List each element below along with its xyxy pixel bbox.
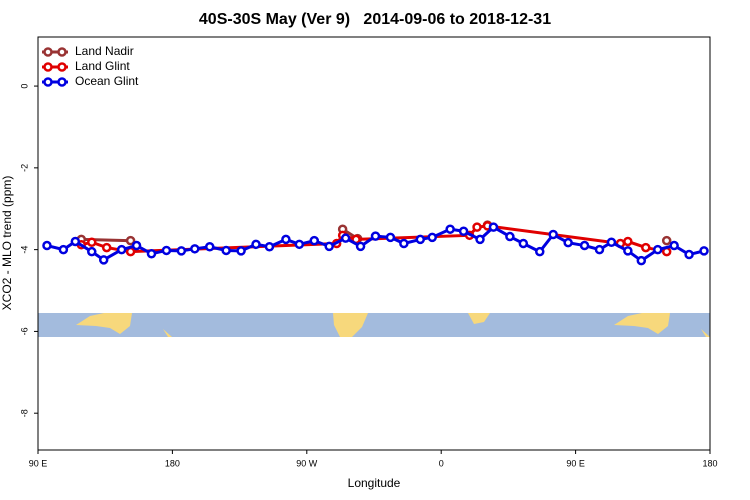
land — [614, 313, 670, 334]
data-point — [324, 241, 334, 252]
data-point — [427, 232, 437, 243]
data-point — [535, 246, 545, 257]
x-tick-label: 180 — [165, 458, 180, 468]
y-tick-label: -6 — [19, 327, 29, 335]
data-point — [190, 244, 200, 254]
data-point — [87, 246, 97, 257]
y-tick-label: -4 — [19, 246, 29, 254]
legend-marker — [57, 77, 67, 87]
legend-marker — [57, 62, 67, 72]
data-point — [98, 255, 109, 265]
plot-frame — [37, 36, 711, 451]
data-point — [636, 255, 647, 266]
data-point — [475, 234, 485, 245]
ocean-band — [38, 313, 710, 337]
data-point — [684, 249, 694, 260]
legend-marker — [43, 47, 53, 57]
data-point — [146, 248, 157, 259]
data-point — [101, 242, 112, 253]
y-tick-label: 0 — [19, 84, 29, 89]
data-point — [505, 231, 515, 242]
data-point — [623, 236, 633, 247]
data-point — [606, 237, 617, 248]
data-point — [131, 240, 142, 251]
data-point — [445, 224, 455, 234]
data-point — [594, 244, 605, 255]
data-point — [399, 238, 409, 249]
data-point — [472, 222, 482, 232]
data-point — [70, 236, 81, 247]
data-point — [161, 245, 172, 256]
data-point — [563, 237, 573, 248]
data-point — [355, 241, 366, 252]
data-point — [661, 235, 672, 246]
data-point — [251, 239, 261, 250]
y-tick-label: -2 — [19, 164, 29, 172]
data-point — [116, 244, 127, 255]
y-axis-label: XCO2 - MLO trend (ppm) — [0, 176, 14, 311]
data-point — [518, 238, 529, 249]
data-point — [415, 234, 426, 245]
data-point — [652, 244, 663, 255]
data-point — [623, 246, 633, 256]
map-strip — [38, 313, 710, 337]
x-axis-label: Longitude — [348, 476, 401, 490]
data-point — [548, 229, 558, 240]
land — [333, 313, 368, 337]
legend-label: Ocean Glint — [75, 74, 139, 88]
data-point — [385, 232, 396, 243]
data-point — [294, 239, 305, 250]
legend-marker — [43, 77, 53, 87]
land — [163, 329, 172, 337]
data-point — [58, 244, 69, 255]
legend-label: Land Glint — [75, 59, 130, 73]
land — [76, 313, 132, 334]
land — [701, 329, 710, 337]
x-tick-label: 90 W — [296, 458, 318, 468]
data-point — [340, 233, 351, 243]
data-point — [488, 222, 499, 232]
x-tick-label: 90 E — [29, 458, 48, 468]
land — [468, 313, 490, 324]
chart-title: 40S-30S May (Ver 9) 2014-09-06 to 2018-1… — [199, 11, 551, 28]
data-point — [641, 242, 651, 253]
data-point — [264, 242, 275, 252]
data-point — [370, 231, 381, 241]
data-point — [125, 235, 136, 246]
x-tick-label: 90 E — [566, 458, 585, 468]
data-point — [42, 240, 52, 251]
data-point — [221, 245, 231, 256]
data-point — [309, 235, 320, 246]
legend-marker — [57, 47, 67, 57]
x-tick-label: 180 — [702, 458, 717, 468]
data-point — [236, 246, 246, 256]
data-point — [458, 226, 469, 236]
data-point — [281, 234, 291, 245]
legend-label: Land Nadir — [75, 44, 134, 58]
x-tick-label: 0 — [439, 458, 444, 468]
data-point — [176, 246, 187, 256]
y-tick-label: -8 — [19, 409, 29, 417]
data-point — [87, 237, 97, 248]
data-point — [204, 242, 215, 252]
data-point — [579, 240, 590, 251]
data-point — [669, 240, 679, 251]
data-point — [699, 246, 709, 256]
legend-marker — [43, 62, 53, 72]
